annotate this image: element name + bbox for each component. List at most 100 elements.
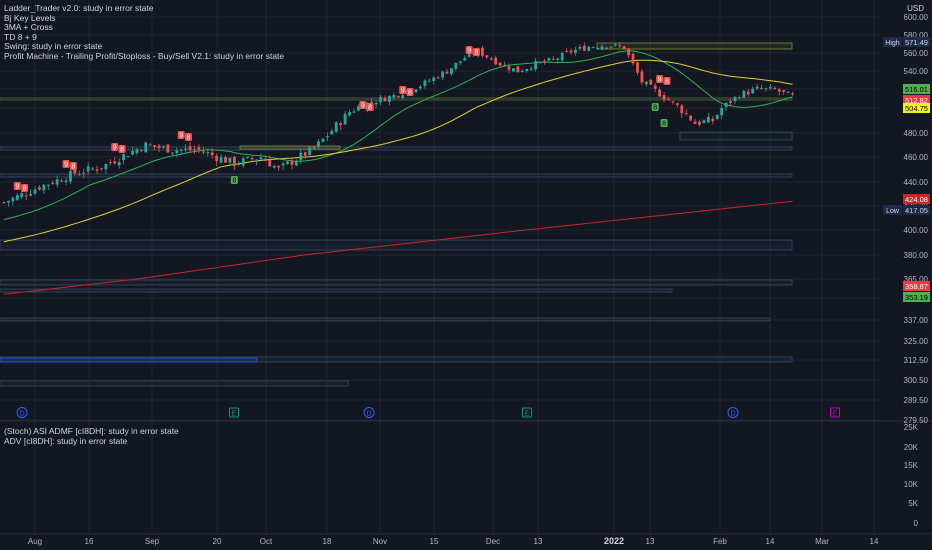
candle-body	[303, 152, 307, 156]
candle-body	[631, 53, 635, 64]
candle-body	[574, 49, 577, 53]
candle-body	[401, 95, 405, 99]
price-tick-label: 279.50	[904, 416, 929, 425]
legend-item[interactable]: Bj Key Levels	[4, 12, 56, 23]
candle-body	[104, 163, 108, 170]
candle-body	[286, 161, 289, 164]
price-label-bg	[903, 95, 930, 105]
candle-body	[20, 193, 24, 197]
key-level-zone	[0, 317, 771, 322]
candle-body	[281, 163, 285, 166]
td-label: 9	[658, 77, 662, 84]
key-level-zone	[239, 145, 341, 150]
candle-body	[339, 123, 343, 126]
td-label: 8	[120, 147, 124, 154]
candle-body	[543, 60, 546, 62]
time-tick-label: 16	[85, 537, 94, 546]
price-label-bg	[903, 281, 930, 291]
candle-body	[330, 130, 334, 135]
candle-body	[246, 156, 250, 158]
time-tick-label: 13	[646, 537, 655, 546]
event-marker-label: E	[232, 411, 237, 418]
ma-slow-line	[3, 200, 793, 295]
price-label-value: 516.01	[905, 85, 928, 94]
time-tick-label: 13	[534, 537, 543, 546]
candle-body	[507, 66, 511, 70]
dividend-marker	[727, 407, 739, 418]
price-label-value: 571.49	[905, 38, 928, 47]
candle-body	[2, 202, 6, 204]
td-label-bg	[111, 143, 119, 151]
candle-body	[485, 55, 489, 58]
candle-body	[219, 157, 223, 163]
td-label: 9	[361, 103, 365, 110]
candle-body	[210, 152, 214, 156]
candle-body	[33, 189, 37, 194]
legend-item[interactable]: 3MA + Cross	[4, 22, 53, 33]
candle-body	[498, 62, 502, 66]
candle-body	[525, 68, 529, 72]
candle-body	[503, 64, 506, 66]
ma-fast-line	[3, 50, 793, 220]
legend-item[interactable]: (Stoch) ASI ADMF [cI8DH]: study in error…	[4, 426, 179, 436]
legend-item[interactable]: ADV [cI8DH]: study in error state	[4, 435, 128, 446]
candle-body	[383, 97, 387, 102]
td-label: 8	[187, 135, 191, 142]
candle-body	[653, 85, 657, 89]
td-label-bg	[472, 48, 480, 56]
key-level-zone	[679, 131, 793, 141]
legend-item[interactable]: Ladder_Trader v2.0: study in error state	[4, 3, 154, 13]
price-tick-label: 337.00	[904, 316, 929, 325]
candle-body	[463, 57, 467, 61]
candle-body	[7, 200, 10, 203]
candle-body	[458, 61, 462, 63]
candle-body	[702, 120, 706, 123]
key-level-zone	[0, 356, 793, 363]
time-tick-label: 14	[766, 537, 775, 546]
event-marker-label: E	[525, 411, 530, 418]
td-label: 8	[653, 105, 657, 112]
td-label-bg	[359, 101, 367, 109]
candle-body	[370, 101, 374, 103]
candle-body	[215, 155, 219, 161]
candle-body	[689, 115, 693, 121]
candle-body	[193, 149, 196, 151]
candle-body	[179, 149, 183, 151]
time-tick-label: 18	[323, 537, 332, 546]
candle-body	[578, 46, 582, 49]
candle-body	[773, 87, 777, 90]
price-label-value: 417.05	[905, 206, 928, 215]
candle-body	[791, 93, 794, 95]
price-tick-label: 540.00	[904, 67, 929, 76]
candle-body	[715, 114, 719, 120]
currency-label[interactable]: USD	[907, 4, 924, 13]
dividend-marker	[16, 407, 28, 418]
candle-body	[166, 144, 170, 153]
candle-body	[201, 151, 205, 153]
legend-item[interactable]: TD 8 + 9	[4, 31, 37, 42]
candle-body	[250, 157, 254, 160]
candle-body	[724, 102, 728, 108]
candle-body	[272, 166, 276, 168]
candle-body	[644, 81, 648, 85]
legend-item[interactable]: Swing: study in error state	[4, 41, 103, 52]
candle-body	[91, 168, 94, 170]
candle-body	[450, 68, 453, 75]
time-tick-label: 14	[870, 537, 879, 546]
price-tick-label: 325.00	[904, 337, 929, 346]
candle-body	[551, 58, 555, 60]
legend-item[interactable]: Profit Machine - Trailing Profit/Stoplos…	[4, 50, 285, 61]
candle-body	[38, 187, 41, 190]
td-label: 9	[401, 88, 405, 95]
price-label-value: 353.19	[905, 293, 928, 302]
key-level-zone	[0, 146, 793, 151]
earnings-marker	[229, 407, 239, 418]
event-marker-label: D	[366, 411, 371, 418]
price-tick-label: 460.00	[904, 153, 929, 162]
price-tick-label: 312.50	[904, 356, 929, 365]
td-label-bg	[663, 77, 671, 85]
td-label-bg	[660, 119, 668, 127]
